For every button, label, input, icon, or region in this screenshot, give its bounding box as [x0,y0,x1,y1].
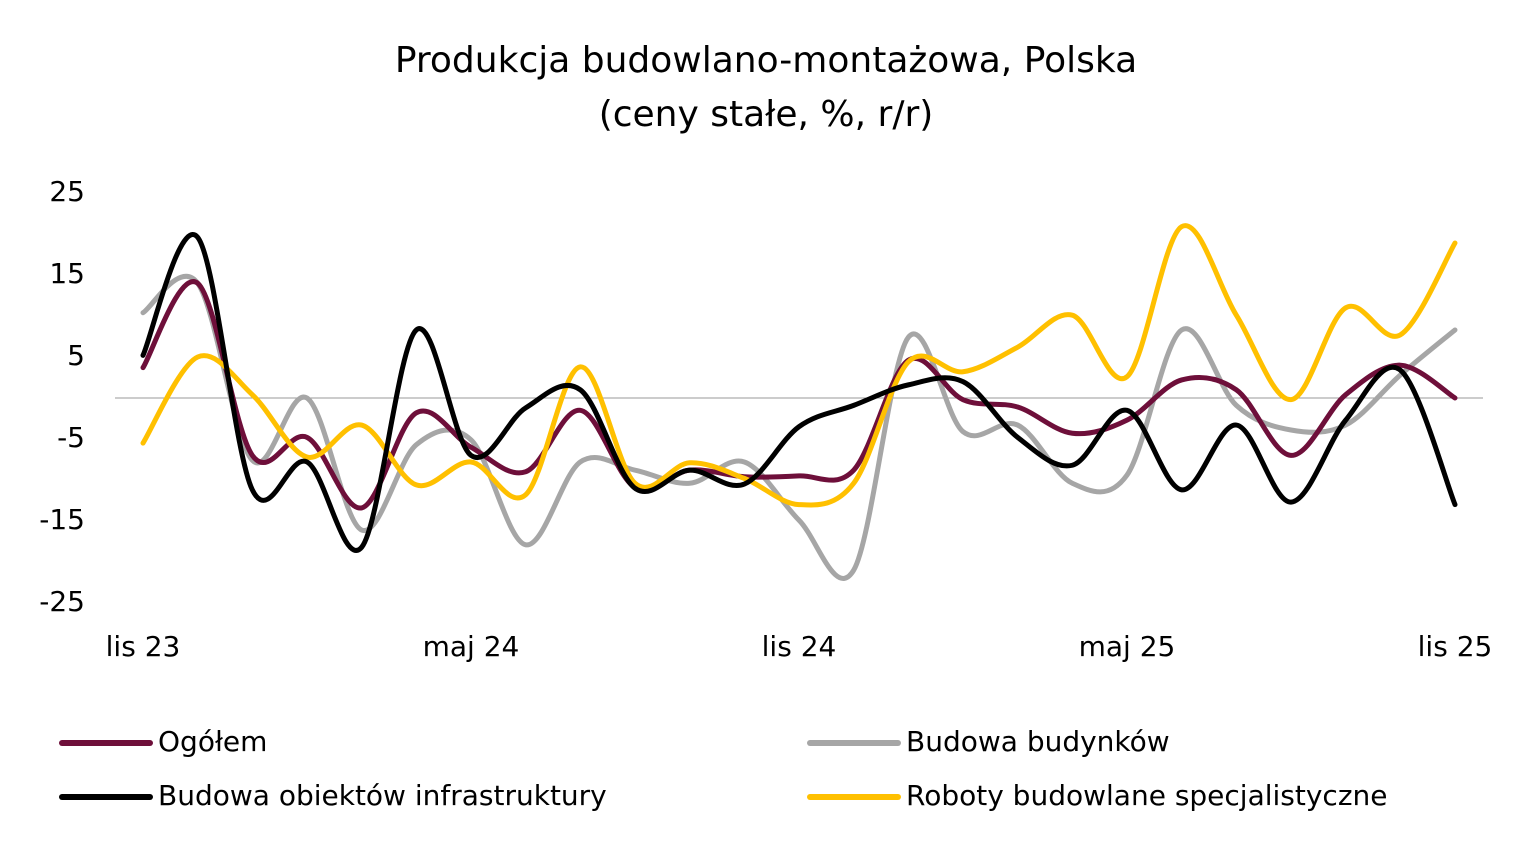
chart-subtitle: (ceny stałe, %, r/r) [599,94,934,135]
x-tick-label: maj 24 [423,630,520,663]
series-line [140,223,1458,508]
legend-label: Budowa obiektów infrastruktury [158,779,607,812]
series-line [140,279,1458,511]
y-tick-label: -15 [39,503,85,536]
y-tick-label: -5 [57,421,85,454]
chart-title: Produkcja budowlano-montażowa, Polska [395,40,1137,81]
y-tick-label: 25 [49,175,85,208]
y-tick-label: 15 [49,257,85,290]
x-tick-label: lis 23 [106,630,181,663]
x-tick-label: maj 25 [1079,630,1176,663]
legend-label: Ogółem [158,725,267,758]
legend-label: Budowa budynków [906,725,1170,758]
legend-label: Roboty budowlane specjalistyczne [906,779,1388,812]
y-tick-label: 5 [67,339,85,372]
x-tick-label: lis 24 [762,630,837,663]
x-tick-label: lis 25 [1418,630,1493,663]
series-line [140,232,1458,553]
y-tick-label: -25 [39,585,85,618]
